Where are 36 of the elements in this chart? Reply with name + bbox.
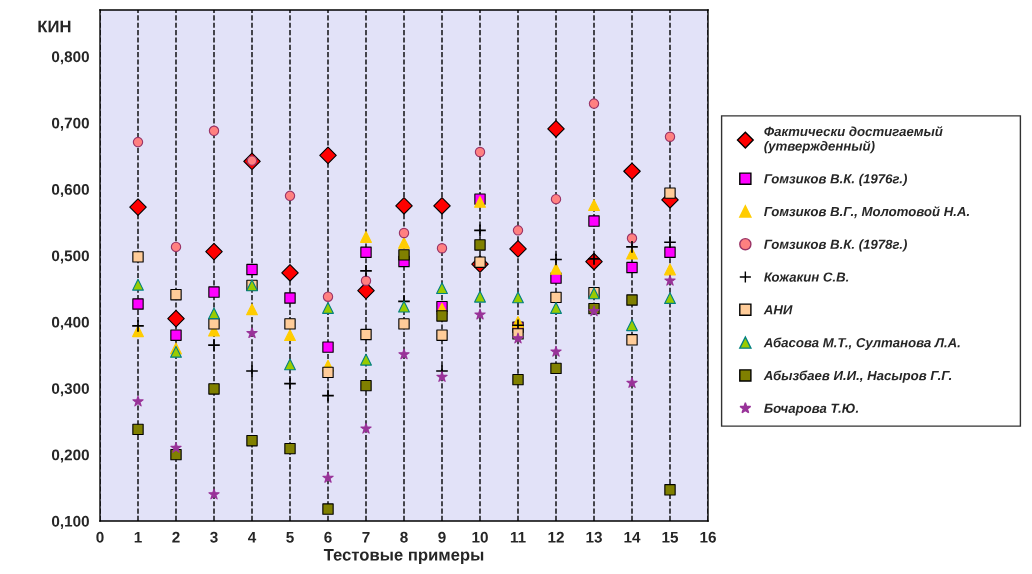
x-tick-label: 4 — [247, 531, 257, 543]
x-tick-label: 11 — [510, 531, 526, 543]
x-tick-label: 7 — [362, 531, 370, 543]
x-tick-label: 10 — [472, 531, 488, 543]
y-tick-label: 0,700 — [51, 117, 89, 131]
x-tick-label: 8 — [400, 531, 408, 543]
y-tick-label: 0,400 — [51, 316, 89, 330]
legend-label: Гомзиков В.К. (1976г.) — [764, 173, 907, 187]
x-tick-label: 12 — [548, 531, 564, 543]
x-tick-label: 16 — [700, 531, 716, 543]
legend-label: АНИ — [763, 305, 793, 315]
legend-label: Гомзиков В.Г., Молотовой Н.А. — [764, 206, 969, 219]
legend-label: Абасова М.Т., Султанова Л.А. — [763, 337, 960, 350]
legend-label: Абызбаев И.И., Насыров Г.Г. — [763, 370, 952, 383]
x-tick-label: 0 — [96, 531, 104, 543]
x-tick-label: 1 — [134, 531, 142, 543]
x-tick-label: 5 — [286, 531, 294, 543]
x-tick-label: 2 — [172, 531, 180, 543]
x-tick-label: 13 — [586, 531, 602, 543]
x-tick-label: 3 — [210, 531, 218, 543]
x-tick-label: 9 — [438, 531, 446, 543]
x-axis-title: Тестовые примеры — [323, 549, 484, 564]
y-tick-label: 0,600 — [51, 184, 89, 198]
legend-label: Фактически достигаемый (утвержденный) — [764, 126, 943, 154]
y-tick-label: 0,800 — [51, 51, 89, 65]
y-tick-label: 0,100 — [51, 515, 89, 529]
y-axis-title: КИН — [38, 20, 71, 33]
y-tick-label: 0,500 — [51, 250, 89, 264]
legend-label: Кожакин С.В. — [764, 272, 849, 282]
x-tick-label: 6 — [324, 531, 332, 543]
legend-label: Гомзиков В.К. (1978г.) — [764, 239, 907, 252]
y-tick-label: 0,300 — [51, 383, 89, 397]
x-tick-label: 15 — [662, 531, 679, 543]
legend-label: Бочарова Т.Ю. — [764, 403, 859, 416]
x-tick-label: 14 — [624, 531, 641, 543]
y-tick-label: 0,200 — [51, 449, 89, 463]
